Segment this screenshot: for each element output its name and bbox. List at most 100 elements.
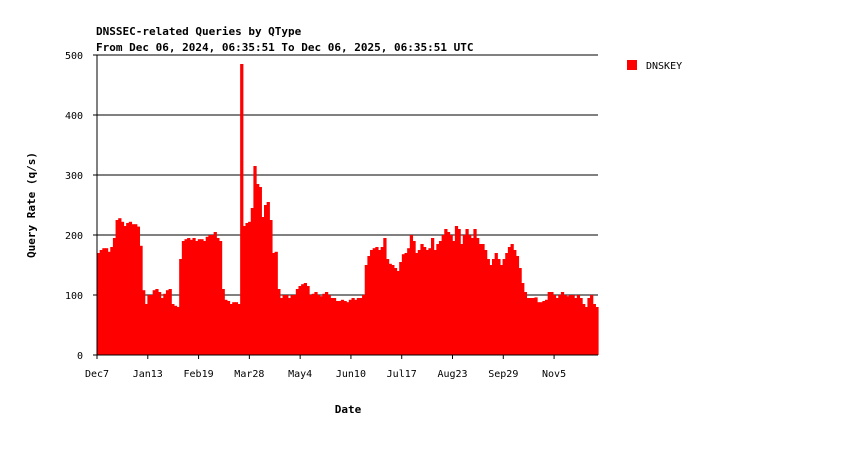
bar [359, 298, 363, 355]
bar [391, 265, 395, 355]
bar [311, 293, 315, 355]
bar [566, 296, 570, 355]
bar [423, 247, 427, 355]
bar [454, 226, 459, 355]
bar [521, 283, 525, 355]
bar [370, 250, 374, 355]
bar [322, 293, 326, 355]
bar [428, 248, 432, 355]
bar [144, 304, 148, 355]
bar [197, 239, 201, 355]
bar [364, 265, 368, 355]
bar [523, 292, 528, 355]
bar [131, 224, 135, 355]
x-tick-label: Aug23 [437, 369, 467, 380]
bar [295, 289, 300, 355]
bar [112, 238, 117, 355]
bar [157, 292, 162, 355]
bar [330, 298, 334, 355]
axes [96, 55, 598, 356]
bar [407, 248, 411, 355]
bar [470, 238, 475, 355]
bar [187, 238, 191, 355]
bar-series [97, 64, 599, 355]
bar [425, 250, 429, 355]
bar [200, 239, 204, 355]
x-axis-label: Date [335, 403, 362, 416]
bar [303, 283, 308, 355]
bar [380, 247, 384, 355]
bar [269, 220, 273, 355]
bar [497, 259, 501, 355]
bar [356, 298, 361, 355]
bar [301, 284, 305, 355]
bar [176, 307, 180, 355]
bar [189, 239, 194, 355]
bar [224, 299, 228, 355]
bar [248, 221, 252, 355]
bar [579, 298, 583, 355]
bar [513, 250, 517, 355]
bar [420, 244, 424, 355]
grid-lines [97, 54, 598, 296]
bar [409, 235, 414, 355]
bar [115, 220, 119, 355]
bar [375, 247, 379, 355]
bar [348, 299, 353, 355]
bar [256, 184, 260, 355]
legend: DNSKEY [627, 60, 682, 72]
bar [277, 289, 281, 355]
bar [192, 238, 196, 355]
bar [274, 251, 278, 355]
bar [234, 302, 239, 355]
bar [195, 241, 199, 355]
bar [203, 241, 207, 355]
bar [526, 298, 530, 355]
bar [181, 241, 186, 355]
bar [499, 265, 504, 355]
bar [324, 292, 329, 355]
bar [396, 271, 400, 355]
bar [552, 295, 557, 355]
bar [367, 256, 371, 355]
bar [529, 298, 533, 355]
x-tick-label: Jul17 [387, 369, 417, 380]
bar [102, 248, 106, 355]
bar [126, 223, 130, 355]
bar [354, 299, 358, 355]
x-axis-ticks: Dec7 Jan13 Feb19 Mar28 May4 Jun10 Jul17 Aug23 Se… [85, 355, 566, 380]
bar [240, 64, 244, 355]
bar [171, 304, 175, 355]
bar [481, 244, 485, 355]
bar [340, 299, 345, 355]
bar [444, 229, 448, 355]
bar [218, 241, 223, 355]
bar [534, 297, 538, 355]
y-tick-label: 300 [65, 171, 83, 182]
bar [229, 304, 233, 355]
bar [258, 187, 262, 355]
x-tick-label: Feb19 [184, 369, 214, 380]
bar [582, 304, 586, 355]
bar [393, 268, 398, 355]
y-tick-label: 400 [65, 111, 83, 122]
bar [147, 295, 151, 355]
bar [531, 298, 535, 355]
legend-swatch-dnskey [627, 60, 637, 70]
bar [168, 289, 172, 355]
bar [279, 298, 284, 355]
bar [465, 229, 469, 355]
bar [226, 301, 231, 355]
x-tick-label: Nov5 [542, 369, 566, 380]
bar [417, 250, 421, 355]
bar [319, 296, 323, 355]
bar [338, 301, 342, 355]
bar [110, 247, 114, 355]
bar [237, 304, 241, 355]
bar [590, 295, 594, 355]
bar [491, 259, 496, 355]
bar [544, 299, 549, 355]
bar [510, 244, 514, 355]
bar [560, 292, 565, 355]
